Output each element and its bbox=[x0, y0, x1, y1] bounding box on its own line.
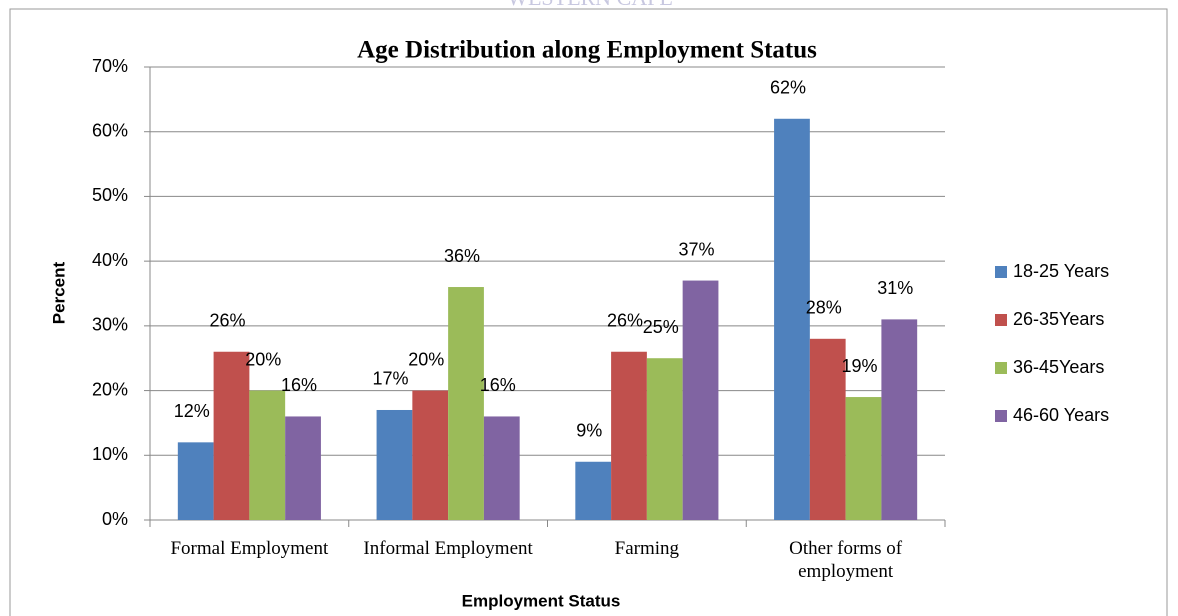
y-tick-label: 70% bbox=[92, 56, 128, 76]
y-tick-label: 0% bbox=[102, 509, 128, 529]
legend-swatch bbox=[995, 410, 1007, 422]
x-tick-label: Informal Employment bbox=[363, 538, 533, 559]
data-label: 62% bbox=[770, 78, 806, 98]
data-label: 20% bbox=[245, 349, 281, 369]
legend-swatch bbox=[995, 314, 1007, 326]
bar bbox=[575, 461, 612, 520]
x-tick-label: Farming bbox=[614, 538, 680, 559]
data-label: 20% bbox=[408, 349, 444, 369]
bar bbox=[177, 442, 214, 520]
data-label: 36% bbox=[444, 246, 480, 266]
legend-swatch bbox=[995, 362, 1007, 374]
data-label: 26% bbox=[209, 310, 245, 330]
legend-label: 46-60 Years bbox=[1013, 405, 1109, 425]
bar bbox=[412, 390, 449, 520]
bar bbox=[285, 416, 321, 520]
chart-frame bbox=[9, 8, 1168, 616]
data-label: 16% bbox=[281, 375, 317, 395]
data-label: 31% bbox=[877, 278, 913, 298]
bar bbox=[448, 287, 484, 520]
x-axis-title: Employment Status bbox=[462, 591, 621, 610]
data-label: 28% bbox=[806, 298, 842, 318]
bar bbox=[611, 351, 647, 520]
bar bbox=[774, 118, 810, 521]
data-label: 17% bbox=[372, 369, 408, 389]
bar bbox=[646, 358, 683, 520]
legend-label: 26-35Years bbox=[1013, 309, 1104, 329]
x-tick-label: Other forms of employment bbox=[789, 538, 903, 582]
y-tick-label: 10% bbox=[92, 444, 128, 464]
data-label: 9% bbox=[576, 421, 602, 441]
bar bbox=[809, 338, 846, 520]
y-tick-label: 30% bbox=[92, 315, 128, 335]
legend-label: 18-25 Years bbox=[1013, 261, 1109, 281]
watermark: WESTERN CAPE bbox=[507, 0, 673, 10]
data-label: 12% bbox=[174, 401, 210, 421]
bar bbox=[483, 416, 520, 520]
bar bbox=[682, 280, 719, 520]
bar bbox=[881, 319, 918, 520]
y-tick-label: 40% bbox=[92, 250, 128, 270]
bar bbox=[249, 390, 286, 520]
y-tick-label: 60% bbox=[92, 120, 128, 140]
y-tick-label: 50% bbox=[92, 185, 128, 205]
data-label: 16% bbox=[480, 375, 516, 395]
bar bbox=[845, 397, 882, 520]
legend-swatch bbox=[995, 266, 1007, 278]
data-label: 25% bbox=[643, 317, 679, 337]
bar bbox=[213, 351, 250, 520]
data-label: 26% bbox=[607, 310, 643, 330]
x-tick-label: Formal Employment bbox=[170, 538, 329, 559]
data-label: 37% bbox=[679, 239, 715, 259]
y-tick-label: 20% bbox=[92, 379, 128, 399]
y-axis-title: Percent bbox=[49, 261, 68, 324]
data-label: 19% bbox=[841, 356, 877, 376]
legend-label: 36-45Years bbox=[1013, 357, 1104, 377]
bar bbox=[376, 409, 413, 520]
chart-title: Age Distribution along Employment Status bbox=[357, 37, 817, 64]
